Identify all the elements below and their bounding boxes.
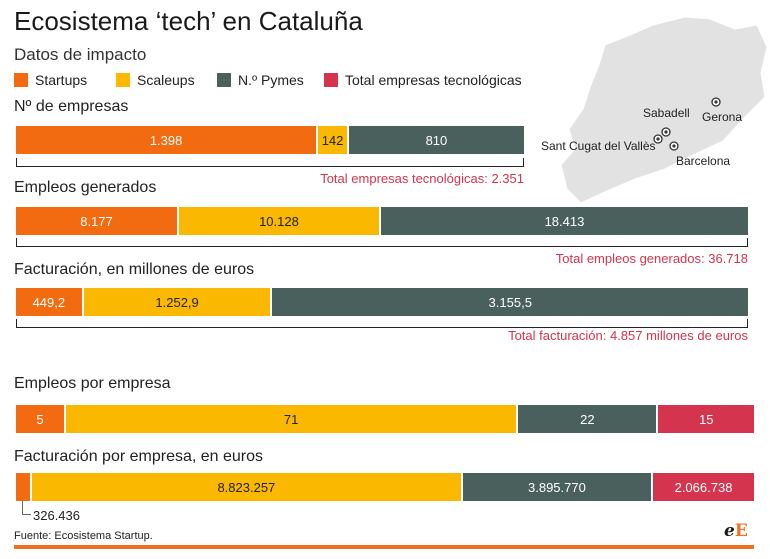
jobs-total-label: Total empleos generados: 36.718 bbox=[555, 251, 748, 266]
jobs-per-company-chart-title: Empleos por empresa bbox=[14, 375, 171, 392]
bar-segment-scaleups: 71 bbox=[66, 405, 519, 433]
companies-total-label: Total empresas tecnológicas: 2.351 bbox=[320, 171, 524, 186]
bar-segment-scaleups: 10.128 bbox=[179, 207, 381, 235]
startup-revenue-callout-label: 326.436 bbox=[33, 508, 80, 523]
bar-segment-startups: 449,2 bbox=[16, 288, 84, 316]
legend-swatch-startups bbox=[14, 73, 28, 87]
chart-subtitle: Datos de impacto bbox=[14, 45, 147, 64]
catalonia-shape bbox=[560, 16, 768, 204]
legend-item-total: Total empresas tecnológicas bbox=[324, 72, 522, 88]
jobs-chart-title: Empleos generados bbox=[14, 179, 157, 196]
legend-swatch-pymes bbox=[217, 73, 231, 87]
revenue-total-bracket bbox=[16, 319, 748, 328]
chart-title: Ecosistema ‘tech’ en Cataluña bbox=[14, 6, 363, 36]
legend-label-scaleups: Scaleups bbox=[137, 72, 195, 88]
bar-segment-total-empresas-tecnol-gicas: 2.066.738 bbox=[653, 473, 754, 501]
startup-revenue-callout-line bbox=[22, 501, 31, 515]
legend-item-pymes: N.º Pymes bbox=[217, 72, 304, 88]
legend-label-total: Total empresas tecnológicas bbox=[345, 72, 522, 88]
bar-segment-scaleups: 8.823.257 bbox=[31, 473, 463, 501]
catalonia-map bbox=[560, 16, 768, 204]
revenue-chart-title: Facturación, en millones de euros bbox=[14, 261, 255, 278]
city-marker-sabadell bbox=[661, 127, 671, 137]
source-note: Fuente: Ecosistema Startup. bbox=[14, 530, 153, 542]
bar-segment-n-pymes: 810 bbox=[348, 126, 524, 154]
bottom-accent-rule bbox=[14, 545, 754, 549]
bar-segment-startups: 8.177 bbox=[16, 207, 179, 235]
jobs-per-company-bar: 5 71 22 15 bbox=[16, 405, 754, 433]
map-label-barcelona: Barcelona bbox=[676, 154, 731, 168]
bar-segment-n-pymes: 22 bbox=[518, 405, 659, 433]
jobs-total-bracket bbox=[16, 238, 748, 247]
city-marker-gerona bbox=[711, 97, 721, 107]
revenue-total-label: Total facturación: 4.857 millones de eur… bbox=[508, 328, 748, 343]
bar-segment-total-empresas-tecnol-gicas: 15 bbox=[658, 405, 754, 433]
bar-segment-startups: 5 bbox=[16, 405, 66, 433]
legend-label-pymes: N.º Pymes bbox=[238, 72, 304, 88]
map-label-gerona: Gerona bbox=[702, 110, 743, 124]
companies-bar: 1.398 142 810 bbox=[16, 126, 524, 154]
bar-segment-n-pymes: 3.895.770 bbox=[462, 473, 654, 501]
bar-segment-n-pymes: 18.413 bbox=[380, 207, 748, 235]
bar-segment-startups bbox=[16, 473, 32, 501]
bar-segment-scaleups: 142 bbox=[318, 126, 349, 154]
jobs-bar: 8.177 10.128 18.413 bbox=[16, 207, 748, 235]
city-marker-barcelona bbox=[669, 141, 679, 151]
companies-total-bracket bbox=[16, 158, 524, 167]
map-label-sant-cugat: Sant Cugat del Vallès bbox=[541, 139, 656, 153]
companies-chart-title: Nº de empresas bbox=[14, 98, 129, 115]
bar-segment-n-pymes: 3.155,5 bbox=[272, 288, 748, 316]
revenue-per-company-chart-title: Facturación por empresa, en euros bbox=[14, 448, 264, 465]
legend-swatch-total bbox=[324, 73, 338, 87]
bar-segment-scaleups: 1.252,9 bbox=[83, 288, 273, 316]
revenue-bar: 449,2 1.252,9 3.155,5 bbox=[16, 288, 748, 316]
legend-swatch-scaleups bbox=[116, 73, 130, 87]
map-label-sabadell: Sabadell bbox=[643, 106, 690, 120]
revenue-per-company-bar: 8.823.257 3.895.770 2.066.738 bbox=[16, 473, 754, 501]
legend-item-startups: Startups bbox=[14, 72, 87, 88]
publisher-logo: eE bbox=[724, 521, 748, 541]
city-marker-sant-cugat bbox=[653, 134, 663, 144]
bar-segment-startups: 1.398 bbox=[16, 126, 319, 154]
legend-label-startups: Startups bbox=[35, 72, 88, 88]
legend-item-scaleups: Scaleups bbox=[116, 72, 195, 88]
